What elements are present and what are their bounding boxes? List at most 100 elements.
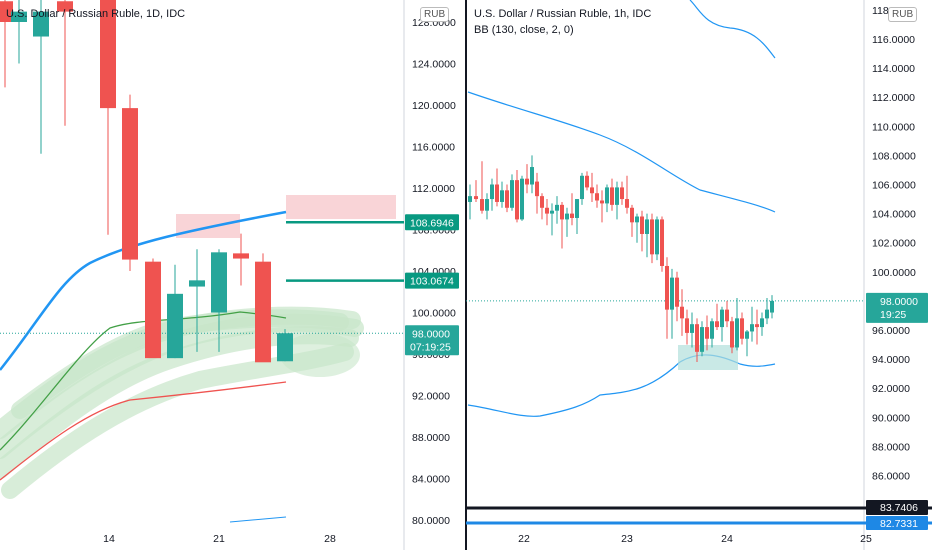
hourly-candle-down xyxy=(590,187,594,194)
right-price-tick: 96.0000 xyxy=(872,325,910,337)
candle-down xyxy=(57,1,73,12)
hourly-candle-up xyxy=(615,187,619,205)
candle-down xyxy=(145,261,161,359)
hourly-candle-up xyxy=(745,331,749,339)
hourly-candle-up xyxy=(530,167,534,185)
left-price-tick: 124.0000 xyxy=(412,59,456,71)
left-date-tick: 21 xyxy=(213,533,225,545)
hourly-candle-down xyxy=(625,199,629,208)
left-date-tick: 14 xyxy=(103,533,115,545)
hourly-candle-down xyxy=(560,204,564,220)
right-last-price-value: 98.0000 xyxy=(880,296,918,308)
hourly-candle-down xyxy=(665,265,669,310)
hourly-candle-down xyxy=(730,321,734,348)
level-price-tag-82-text: 82.7331 xyxy=(880,518,918,530)
hourly-candle-down xyxy=(630,207,634,223)
level-price-tag-text: 108.6946 xyxy=(410,217,454,229)
hourly-candle-up xyxy=(468,196,472,202)
hourly-candle-up xyxy=(770,300,774,313)
hourly-candle-down xyxy=(600,200,604,204)
hourly-candle-up xyxy=(690,324,694,333)
hourly-candle-up xyxy=(750,324,754,332)
ma-blue-lower-line xyxy=(229,516,287,523)
right-price-tick: 90.0000 xyxy=(872,412,910,424)
hourly-candle-down xyxy=(545,207,549,214)
resistance-zone xyxy=(176,214,240,238)
right-price-tick: 110.0000 xyxy=(872,121,915,133)
left-price-tick: 88.0000 xyxy=(412,432,450,444)
candle-up xyxy=(211,252,227,313)
resistance-zone xyxy=(286,195,396,219)
left-price-tick: 112.0000 xyxy=(412,183,455,195)
hourly-candle-up xyxy=(635,216,639,223)
candle-up xyxy=(277,333,293,362)
level-price-tag-83-text: 83.7406 xyxy=(880,502,918,514)
candle-countdown: 07:19:25 xyxy=(410,341,451,353)
hourly-candle-down xyxy=(570,213,574,218)
left-price-tick: 84.0000 xyxy=(412,474,450,486)
hourly-candle-down xyxy=(620,187,624,200)
hourly-candle-down xyxy=(585,175,589,188)
hourly-candle-up xyxy=(565,213,569,220)
hourly-candle-up xyxy=(765,309,769,319)
hourly-candle-up xyxy=(580,175,584,200)
highlight-band-blob xyxy=(280,333,360,377)
hourly-candle-up xyxy=(735,318,739,348)
candle-up xyxy=(189,280,205,287)
hourly-candle-down xyxy=(675,277,679,307)
right-chart-pane[interactable] xyxy=(466,0,932,550)
level-price-tag[interactable] xyxy=(405,214,459,231)
hourly-candle-up xyxy=(510,180,514,208)
level-price-tag-82[interactable] xyxy=(866,516,928,530)
candle-down xyxy=(233,253,249,259)
level-price-tag-83[interactable] xyxy=(866,500,928,515)
hourly-candle-down xyxy=(515,180,519,220)
hourly-candle-down xyxy=(725,309,729,322)
hourly-candle-up xyxy=(500,190,504,202)
hourly-candle-up xyxy=(760,318,764,328)
candle-up xyxy=(11,11,27,22)
right-price-tick: 104.0000 xyxy=(872,209,916,221)
hourly-candle-down xyxy=(740,318,744,339)
hourly-candle-up xyxy=(555,204,559,211)
candle-down xyxy=(122,108,138,260)
left-currency-badge[interactable]: RUB xyxy=(420,7,450,22)
hourly-candle-up xyxy=(605,187,609,204)
candle-up xyxy=(33,11,49,37)
level-price-tag[interactable] xyxy=(405,272,459,289)
hourly-candle-down xyxy=(660,219,664,266)
right-candle-countdown: 19:25 xyxy=(880,309,906,321)
right-price-tick: 114.0000 xyxy=(872,63,915,75)
right-price-tick: 100.0000 xyxy=(872,267,916,279)
hourly-candle-down xyxy=(474,196,478,200)
right-price-tick: 106.0000 xyxy=(872,180,916,192)
hourly-candle-up xyxy=(655,219,659,255)
time-axes[interactable]: 14 21 28 22 23 24 25 xyxy=(103,533,872,545)
last-price-tag[interactable] xyxy=(405,325,459,356)
hourly-candle-down xyxy=(685,318,689,333)
left-price-axis[interactable]: 128.0000124.0000120.0000116.0000112.0000… xyxy=(405,17,459,527)
hourly-candle-down xyxy=(705,327,709,339)
candle-down xyxy=(100,0,116,109)
bb-lower-line xyxy=(467,354,776,417)
hourly-candle-up xyxy=(485,199,489,211)
hourly-candle-down xyxy=(595,193,599,201)
hourly-candle-down xyxy=(680,306,684,319)
hourly-candle-up xyxy=(720,309,724,328)
left-date-tick: 28 xyxy=(324,533,336,545)
right-price-axis[interactable]: 118.0000116.0000114.0000112.0000110.0000… xyxy=(866,5,928,530)
right-currency-badge[interactable]: RUB xyxy=(888,7,918,22)
hourly-candle-down xyxy=(495,184,499,202)
candle-down xyxy=(0,1,13,22)
right-chart-title: U.S. Dollar / Russian Ruble, 1h, IDC xyxy=(474,8,652,20)
hourly-candle-up xyxy=(645,219,649,234)
bb-indicator-label[interactable]: BB (130, close, 2, 0) xyxy=(474,24,574,36)
hourly-candle-up xyxy=(670,277,674,310)
right-last-price-tag[interactable] xyxy=(866,292,928,323)
left-price-tick: 92.0000 xyxy=(412,391,450,403)
left-price-tick: 80.0000 xyxy=(412,515,450,527)
left-chart-pane[interactable] xyxy=(0,0,467,550)
bb-basis-line xyxy=(467,91,776,213)
right-date-tick: 25 xyxy=(860,533,872,545)
right-price-tick: 94.0000 xyxy=(872,354,910,366)
